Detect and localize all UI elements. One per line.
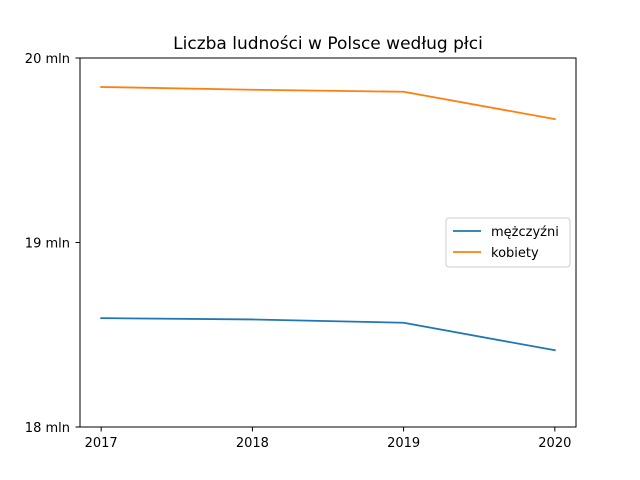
legend-label: mężczyźni — [491, 225, 559, 240]
series-group — [100, 86, 556, 352]
x-tick-label: 2017 — [85, 436, 118, 451]
x-tick-label: 2018 — [236, 436, 269, 451]
y-tick-label: 19 mln — [25, 237, 70, 252]
series-line-women — [100, 86, 556, 121]
x-tick-label: 2019 — [387, 436, 420, 451]
chart-title: Liczba ludności w Polsce według płci — [173, 34, 483, 54]
x-tick-label: 2020 — [538, 436, 571, 451]
axis-ticks: 2017 2018 2019 2020 18 mln 19 mln 20 mln — [25, 52, 572, 451]
y-tick-label: 18 mln — [25, 421, 70, 436]
series-line-men — [100, 317, 556, 352]
legend-label: kobiety — [491, 246, 539, 261]
y-tick-label: 20 mln — [25, 52, 70, 67]
legend: mężczyźni kobiety — [445, 217, 571, 268]
